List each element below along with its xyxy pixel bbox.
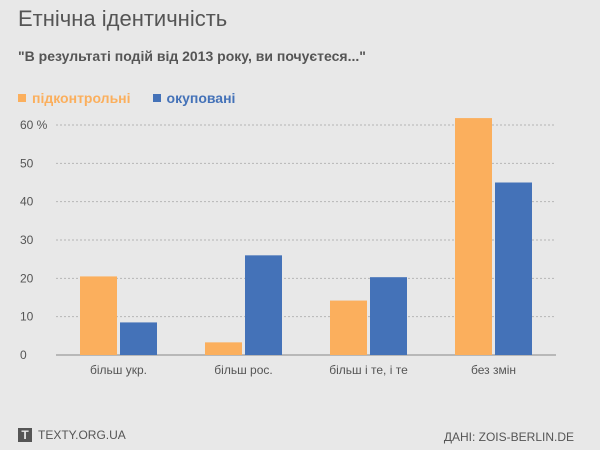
y-tick-label-6: 60 % xyxy=(20,118,48,132)
bar-controlled-2 xyxy=(330,300,367,355)
y-tick-label-4: 40 xyxy=(20,195,34,209)
footer-brand: T TEXTY.ORG.UA xyxy=(18,428,126,442)
x-tick-label-1: більш рос. xyxy=(214,363,272,377)
bar-controlled-0 xyxy=(80,276,117,355)
y-tick-label-3: 30 xyxy=(20,233,34,247)
y-tick-label-1: 10 xyxy=(20,310,34,324)
y-tick-label-2: 20 xyxy=(20,271,34,285)
legend-label-occupied: окуповані xyxy=(166,90,236,106)
x-tick-label-3: без змін xyxy=(471,363,516,377)
y-tick-label-5: 50 xyxy=(20,156,34,170)
x-tick-label-2: більш і те, і те xyxy=(329,363,408,377)
legend-item-occupied: окуповані xyxy=(152,90,236,106)
chart-subtitle: "В результаті подій від 2013 року, ви по… xyxy=(18,48,366,64)
footer-source: ДАНІ: ZOIS-BERLIN.DE xyxy=(443,430,574,444)
legend-swatch-controlled xyxy=(18,94,26,102)
bar-occupied-1 xyxy=(245,255,282,355)
footer-site: TEXTY.ORG.UA xyxy=(38,428,126,442)
x-tick-label-0: більш укр. xyxy=(90,363,147,377)
legend-label-controlled: підконтрольні xyxy=(32,90,131,106)
y-tick-label-0: 0 xyxy=(20,348,27,362)
chart-title: Етнічна ідентичність xyxy=(18,6,228,31)
bar-controlled-3 xyxy=(455,118,492,355)
legend-item-controlled: підконтрольні xyxy=(18,90,131,106)
bar-occupied-3 xyxy=(495,182,532,355)
legend-swatch-occupied xyxy=(152,94,161,102)
legend: підконтрольні окуповані xyxy=(18,90,235,106)
bar-occupied-0 xyxy=(120,322,157,355)
bar-occupied-2 xyxy=(370,277,407,355)
texty-logo-icon: T xyxy=(18,428,32,442)
bar-controlled-1 xyxy=(205,342,242,355)
